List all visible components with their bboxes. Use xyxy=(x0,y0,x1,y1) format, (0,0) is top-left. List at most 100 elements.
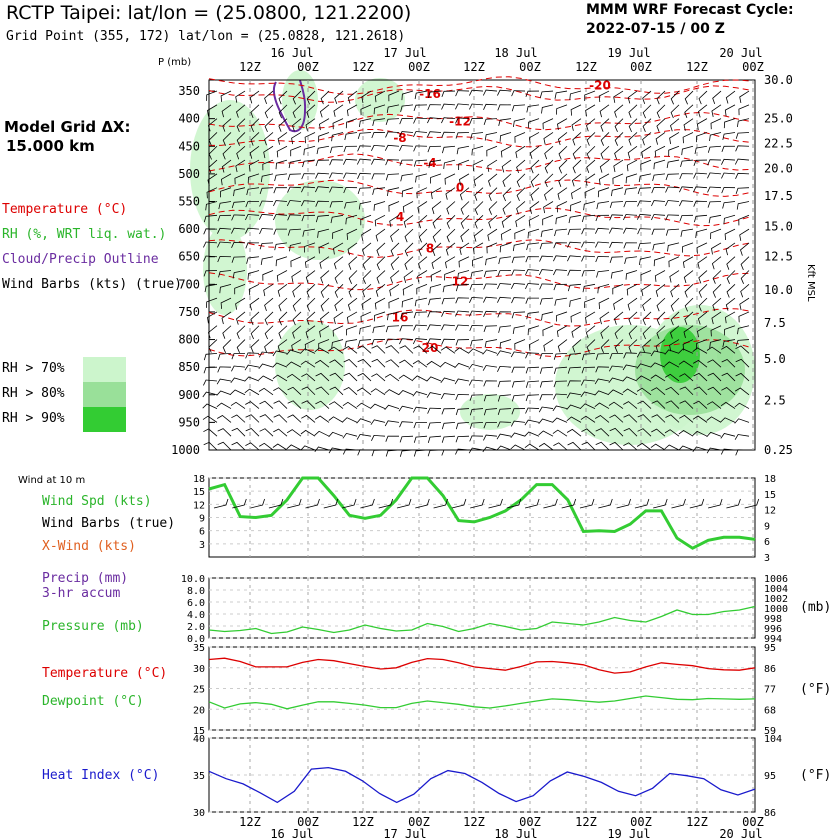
wind-barb-245 xyxy=(357,172,372,179)
wind-barb-211 xyxy=(428,159,442,168)
wind-barb-25 xyxy=(554,90,568,99)
temp-ytick-0: 15 xyxy=(193,726,205,737)
wind-barb-259 xyxy=(558,173,568,187)
wind-barb-766 xyxy=(553,352,568,360)
temp-contour-label-4: 4 xyxy=(396,210,404,224)
wind-barb-423 xyxy=(665,228,680,236)
wind-barb-529 xyxy=(511,269,526,276)
wind-barb-460 xyxy=(637,242,652,250)
wind-barb-364 xyxy=(389,214,400,228)
wind-barb-509 xyxy=(232,270,246,279)
wind-barb-21 xyxy=(497,89,512,96)
wind-barb-385 xyxy=(679,214,694,222)
wind-barb-804 xyxy=(539,366,554,374)
surface-barb-5 xyxy=(305,498,320,509)
wind-barb-53 xyxy=(400,104,414,113)
wind-barb-571 xyxy=(553,283,568,291)
wind-barb-583 xyxy=(726,284,736,298)
wind-barb-340 xyxy=(596,201,610,210)
wind-barb-996 xyxy=(496,433,512,440)
wind-barb-602 xyxy=(441,297,456,305)
wind-barb-954 xyxy=(455,421,470,430)
wind-barb-569 xyxy=(525,283,540,290)
wind-barb-648 xyxy=(541,311,554,321)
wind-barb-993 xyxy=(455,435,470,443)
wind-barb-712 xyxy=(344,339,358,348)
wind-barb-295 xyxy=(516,187,526,202)
wind-barb-274 xyxy=(220,187,232,198)
wind-barb-461 xyxy=(652,242,666,251)
wind-barb-983 xyxy=(314,430,330,437)
wind-barb-242 xyxy=(315,172,330,179)
wind-barb-888 xyxy=(622,388,638,396)
wind-barb-6 xyxy=(292,90,302,105)
wind-barb-353 xyxy=(231,214,246,221)
wind-barb-661 xyxy=(724,311,736,324)
wind-barb-5 xyxy=(278,90,288,105)
wind-barb-307 xyxy=(679,186,694,193)
wind-barb-272 xyxy=(735,172,750,179)
wind-barb-744 xyxy=(245,352,260,359)
wind-barb-454 xyxy=(553,242,568,249)
legend-xwind: X-Wind (kts) xyxy=(42,539,136,554)
wind-barb-240 xyxy=(287,173,302,181)
wind-barb-465 xyxy=(711,242,722,255)
wind-barb-1049 xyxy=(692,446,708,453)
wind-barb-869 xyxy=(356,387,372,396)
wind-barb-976 xyxy=(217,428,232,437)
wind-barb-1010 xyxy=(692,430,708,437)
wind-barb-426 xyxy=(710,228,722,240)
wind-barb-190 xyxy=(681,145,694,156)
wind-barb-639 xyxy=(413,311,428,319)
temp-contour--12 xyxy=(208,111,750,131)
wind-barb-216 xyxy=(501,159,512,173)
wind-barb-352 xyxy=(217,214,232,222)
wind-barb-33 xyxy=(670,90,680,105)
wind-barb-728 xyxy=(572,339,582,353)
wind-barb-425 xyxy=(695,228,708,238)
wind-barb-314 xyxy=(231,201,246,209)
wind-barb-459 xyxy=(623,242,638,249)
wind-barb-920 xyxy=(525,407,540,414)
wind-barb-618 xyxy=(670,297,680,312)
wind-barb-684 xyxy=(498,325,512,333)
wind-barb-1052 xyxy=(735,449,750,456)
wind-barb-415 xyxy=(554,228,568,237)
wind-barb-476 xyxy=(319,256,330,269)
wind-barb-490 xyxy=(511,256,526,264)
wind-barb-57 xyxy=(455,103,470,110)
wind-barb-141 xyxy=(543,132,554,145)
wind-barb-923 xyxy=(566,404,582,410)
wind-barb-862 xyxy=(258,387,274,396)
wind-barb-821 xyxy=(230,377,246,384)
wind-barb-144 xyxy=(586,132,596,146)
wind-barb-597 xyxy=(374,297,386,310)
wind-barb-702 xyxy=(208,339,218,353)
surface-barb-18 xyxy=(543,498,558,509)
wind-barb-1044 xyxy=(623,442,638,451)
wind-barb-332 xyxy=(488,201,498,215)
wind-barb-330 xyxy=(460,201,470,215)
wind-barb-749 xyxy=(314,347,330,354)
top-time-tick-6: 12Z xyxy=(575,60,597,74)
wind-barb-1021 xyxy=(300,445,316,451)
wind-barb-451 xyxy=(512,242,526,252)
wind-barb-482 xyxy=(404,256,414,270)
wind-barb-506 xyxy=(740,256,750,271)
pressure-tick-label-350: 350 xyxy=(178,84,200,98)
wind-barb-463 xyxy=(682,242,694,253)
temp-contour-label--8: -8 xyxy=(393,131,406,145)
wind-barb-303 xyxy=(624,187,638,195)
top-date-tick-2: 18 Jul xyxy=(494,46,537,60)
wind-barb-1028 xyxy=(399,449,414,457)
wind-barb-116 xyxy=(737,118,750,128)
wind-barb-73 xyxy=(684,104,694,118)
height-tick-label-6: 12.5 xyxy=(764,250,793,264)
heat-ytick-1: 35 xyxy=(193,771,205,782)
wind-barb-567 xyxy=(497,283,512,290)
pressure-ytick-2: 4.0 xyxy=(187,610,205,621)
wind-barb-350 xyxy=(736,201,750,210)
wind-barb-900 xyxy=(245,401,260,409)
wind-barb-1020 xyxy=(286,444,302,451)
wind-barb-118 xyxy=(222,132,232,146)
